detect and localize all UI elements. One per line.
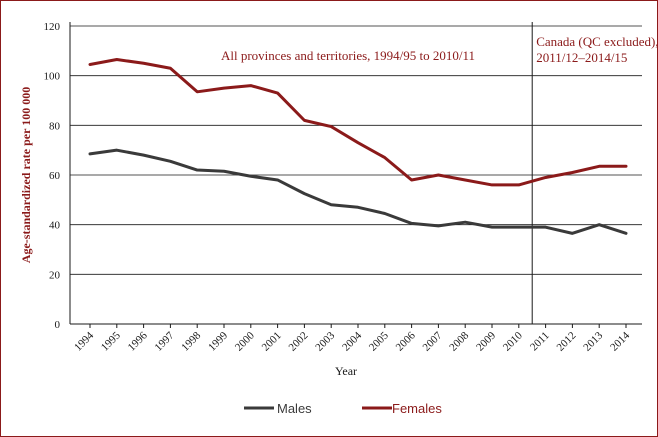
x-tick-label-1995: 1995	[99, 329, 123, 353]
x-tick-label-1998: 1998	[179, 329, 203, 353]
y-tick-label-40: 40	[49, 220, 61, 232]
x-tick-label-2009: 2009	[474, 329, 498, 353]
x-tick-label-1996: 1996	[126, 329, 150, 353]
x-tick-label-2011: 2011	[528, 330, 552, 354]
x-tick-label-2004: 2004	[340, 329, 364, 353]
legend-label-males: Males	[277, 401, 312, 416]
x-tick-label-2014: 2014	[608, 329, 632, 353]
y-tick-label-80: 80	[49, 120, 61, 132]
x-tick-label-1997: 1997	[152, 329, 176, 353]
series-line-females	[88, 58, 628, 187]
x-tick-labels: 1994 1995 1996 1997 1998 1999 2000 2001 2002 2003…	[72, 329, 632, 353]
x-tick-label-2003: 2003	[313, 329, 337, 353]
x-tick-label-2006: 2006	[394, 329, 418, 353]
series-lines	[88, 58, 628, 235]
x-tick-label-2008: 2008	[447, 329, 471, 353]
y-tick-label-100: 100	[44, 71, 61, 83]
x-tick-label-2005: 2005	[367, 329, 391, 353]
legend: Males Females	[244, 401, 442, 416]
x-tick-label-2010: 2010	[501, 329, 525, 353]
y-axis-label: Age-standardized rate per 100 000	[19, 87, 33, 263]
y-tick-label-0: 0	[55, 319, 61, 331]
x-tick-label-1994: 1994	[72, 329, 96, 353]
y-tick-label-20: 20	[49, 269, 61, 281]
grid-lines	[70, 25, 642, 275]
x-tick-label-2013: 2013	[581, 329, 605, 353]
annotation-canada-line1: Canada (QC excluded),	[536, 34, 658, 49]
annotation-all-provinces: All provinces and territories, 1994/95 t…	[221, 48, 475, 63]
x-tick-label-2001: 2001	[260, 330, 284, 354]
y-tick-labels: 0 20 40 60 80 100 120	[44, 21, 61, 331]
x-tick-label-2007: 2007	[420, 329, 444, 353]
legend-label-females: Females	[392, 401, 442, 416]
annotation-canada-line2: 2011/12–2014/15	[536, 50, 627, 65]
y-tick-label-120: 120	[44, 21, 61, 33]
x-tick-label-2002: 2002	[286, 330, 310, 354]
x-tick-label-2000: 2000	[233, 329, 257, 353]
x-tick-label-2012: 2012	[554, 330, 578, 354]
x-tick-label-1999: 1999	[206, 329, 230, 353]
series-line-males	[88, 148, 628, 235]
axes	[69, 22, 642, 328]
y-tick-label-60: 60	[49, 170, 61, 182]
x-axis-label: Year	[335, 364, 357, 378]
